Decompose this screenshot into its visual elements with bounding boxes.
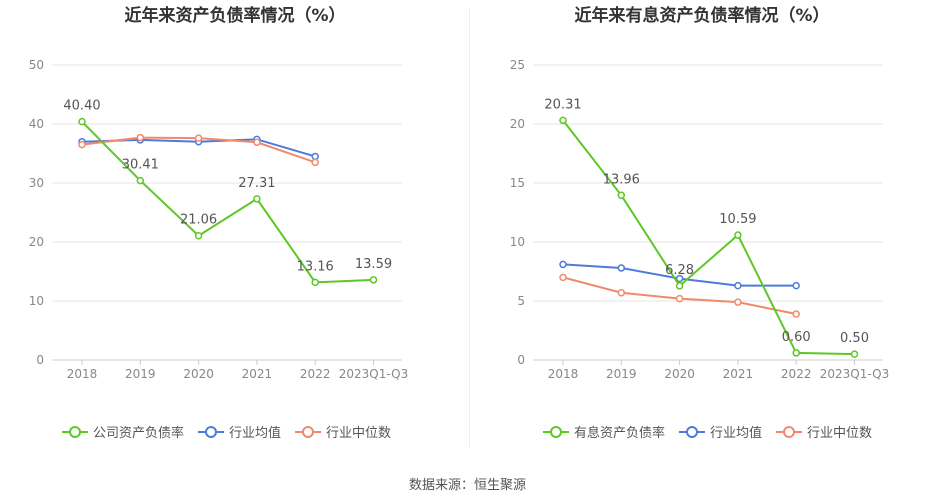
data-label: 27.31 (238, 176, 275, 191)
legend-label: 行业均值 (229, 425, 281, 441)
data-label: 40.40 (63, 99, 100, 114)
legend-label: 行业均值 (710, 425, 762, 441)
data-point (136, 176, 145, 185)
legend-item: 公司资产负债率 (62, 425, 184, 441)
data-label: 13.59 (355, 257, 392, 272)
data-point (369, 276, 378, 284)
y-tick-label: 25 (510, 58, 525, 72)
chart-2: 近年来有息资产负债率情况（%） 0 5 10 15 20 25 2018 2019 2020 202… (510, 5, 890, 441)
data-label: 10.59 (719, 212, 756, 227)
legend-item: 行业中位数 (295, 426, 391, 441)
x-tick-label: 2020 (183, 367, 214, 381)
y-tick-label: 10 (29, 294, 44, 308)
legend-item: 行业中位数 (776, 426, 872, 441)
data-point (194, 134, 203, 142)
legend-label: 行业中位数 (807, 426, 872, 441)
legend-item: 行业均值 (198, 425, 281, 441)
data-point (617, 264, 626, 272)
data-point (792, 310, 800, 318)
data-point (792, 281, 800, 290)
data-point (253, 195, 261, 203)
legend-label: 行业中位数 (326, 426, 391, 441)
data-point (311, 158, 319, 167)
legend-marker (686, 426, 698, 438)
y-tick-label: 15 (510, 176, 525, 190)
x-tick-label: 2020 (664, 367, 695, 381)
y-tick-label: 30 (29, 176, 44, 190)
legend-label: 有息资产负债率 (574, 425, 665, 441)
data-label: 13.16 (297, 259, 334, 274)
legend-marker (783, 426, 795, 438)
data-point (850, 350, 859, 358)
data-point (253, 138, 261, 147)
chart-title: 近年来有息资产负债率情况（%） (574, 5, 829, 26)
legend-marker (550, 426, 562, 438)
legend-item: 行业均值 (679, 425, 762, 441)
x-tick-label: 2021 (723, 367, 754, 381)
y-tick-label: 20 (510, 117, 525, 131)
x-tick-label: 2022 (781, 367, 812, 381)
data-point (617, 288, 626, 297)
data-point (194, 231, 203, 240)
series-line-primary (562, 119, 855, 356)
data-label: 21.06 (180, 213, 217, 228)
x-tick-label: 2023Q1-Q3 (820, 367, 889, 381)
x-tick-label: 2018 (67, 367, 98, 381)
legend-marker (302, 426, 314, 438)
data-point (559, 273, 567, 282)
panel-divider (469, 8, 470, 448)
series-line-primary (81, 120, 374, 284)
data-point (617, 191, 626, 200)
x-tick-label: 2021 (242, 367, 273, 381)
chart-1: 近年来资产负债率情况（%） 0 10 20 30 40 50 2018 2019 2020 2021… (29, 5, 409, 441)
data-point (559, 116, 567, 125)
data-label: 6.28 (665, 263, 694, 278)
data-point (136, 133, 145, 142)
y-tick-label: 10 (510, 235, 525, 249)
data-point (734, 298, 742, 306)
x-tick-label: 2019 (606, 367, 637, 381)
y-tick-label: 5 (517, 294, 525, 308)
data-point (675, 274, 684, 283)
y-tick-label: 40 (29, 117, 44, 131)
data-label: 0.50 (840, 331, 869, 346)
data-point (675, 282, 684, 290)
data-point (78, 140, 86, 149)
y-tick-label: 20 (29, 235, 44, 249)
source-note: 数据来源：恒生聚源 (408, 478, 526, 493)
data-label: 13.96 (603, 172, 640, 187)
data-point (311, 152, 319, 161)
legend-marker (69, 426, 81, 438)
legend-marker (205, 426, 217, 438)
chart-title: 近年来资产负债率情况（%） (124, 5, 345, 26)
data-label: 30.41 (122, 158, 159, 173)
legend-label: 公司资产负债率 (93, 425, 184, 441)
legend-item: 有息资产负债率 (543, 425, 665, 441)
x-tick-label: 2019 (125, 367, 156, 381)
data-label: 20.31 (544, 97, 581, 112)
data-point (559, 260, 567, 269)
data-point (734, 281, 742, 290)
data-label: 0.60 (782, 330, 811, 345)
data-point (675, 294, 684, 303)
data-point (734, 231, 742, 239)
y-tick-label: 0 (36, 353, 44, 367)
x-tick-label: 2022 (300, 367, 331, 381)
data-point (311, 278, 319, 287)
data-point (792, 349, 800, 357)
data-point (78, 117, 86, 126)
y-tick-label: 0 (517, 353, 525, 367)
x-tick-label: 2023Q1-Q3 (339, 367, 408, 381)
y-tick-label: 50 (29, 58, 44, 72)
x-tick-label: 2018 (548, 367, 579, 381)
